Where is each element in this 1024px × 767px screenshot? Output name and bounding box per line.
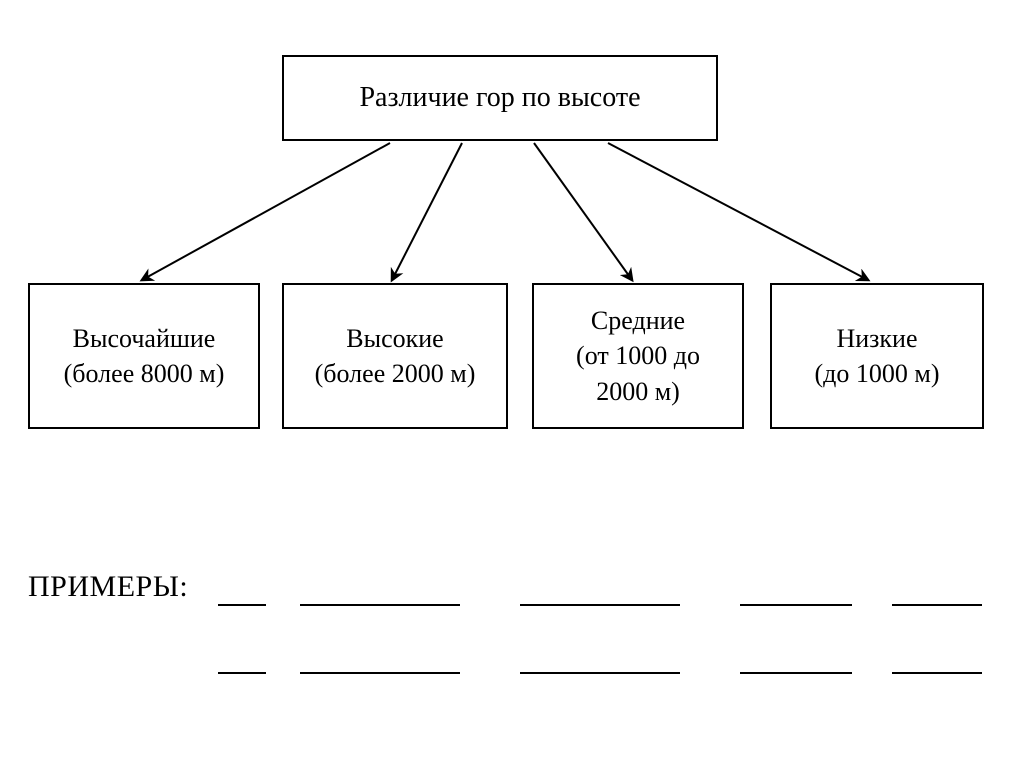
blank-line <box>300 604 460 606</box>
arrow <box>142 143 390 280</box>
child-node-high: Высокие (более 2000 м) <box>282 283 508 429</box>
child-node-label: Средние (от 1000 до 2000 м) <box>576 303 700 408</box>
root-node-label: Различие гор по высоте <box>359 79 640 117</box>
blank-line <box>740 604 852 606</box>
child-node-label: Низкие (до 1000 м) <box>815 321 940 391</box>
blank-line <box>218 672 266 674</box>
arrow <box>608 143 868 280</box>
root-node: Различие гор по высоте <box>282 55 718 141</box>
child-node-medium: Средние (от 1000 до 2000 м) <box>532 283 744 429</box>
child-node-label: Высочайшие (более 8000 м) <box>64 321 225 391</box>
examples-label: ПРИМЕРЫ: <box>28 570 188 604</box>
diagram-canvas: Различие гор по высоте Высочайшие (более… <box>0 0 1024 767</box>
blank-line <box>892 672 982 674</box>
child-node-highest: Высочайшие (более 8000 м) <box>28 283 260 429</box>
blank-line <box>740 672 852 674</box>
blank-line <box>520 604 680 606</box>
blank-line <box>218 604 266 606</box>
blank-line <box>520 672 680 674</box>
child-node-label: Высокие (более 2000 м) <box>315 321 476 391</box>
arrow <box>534 143 632 280</box>
arrow <box>392 143 462 280</box>
blank-line <box>892 604 982 606</box>
blank-line <box>300 672 460 674</box>
child-node-low: Низкие (до 1000 м) <box>770 283 984 429</box>
